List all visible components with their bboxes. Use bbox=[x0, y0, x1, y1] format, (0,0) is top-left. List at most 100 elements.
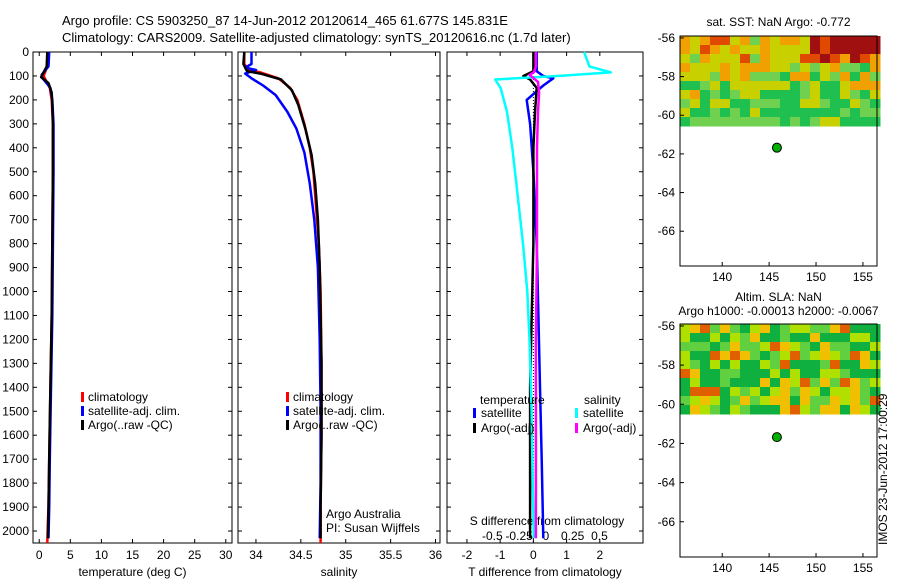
map-cell bbox=[750, 378, 761, 388]
map-cell bbox=[700, 108, 711, 118]
map-cell bbox=[820, 54, 831, 64]
map-cell bbox=[840, 36, 851, 46]
x-tick-label: 0 bbox=[36, 548, 43, 562]
map-title: Altim. SLA: NaN bbox=[735, 290, 822, 304]
map-cell bbox=[830, 378, 841, 388]
map-cell bbox=[740, 369, 751, 379]
map-cell bbox=[790, 90, 801, 100]
map-cell bbox=[820, 108, 831, 118]
map-cell bbox=[870, 63, 881, 73]
map-frame bbox=[679, 323, 878, 558]
map-cell bbox=[740, 63, 751, 73]
map-cell bbox=[690, 72, 701, 82]
map-cell bbox=[750, 351, 761, 361]
x-tick-label: -2 bbox=[462, 548, 473, 562]
map-cell bbox=[800, 99, 811, 109]
map-cell bbox=[740, 117, 751, 127]
map-cell bbox=[730, 36, 741, 46]
map-cell bbox=[810, 405, 821, 415]
map-cell bbox=[720, 387, 731, 397]
map-cell bbox=[680, 54, 691, 64]
map-cell bbox=[740, 405, 751, 415]
map-cell bbox=[710, 333, 721, 343]
y-tick-label: 1100 bbox=[3, 308, 29, 322]
map-cell bbox=[820, 72, 831, 82]
y-tick-label: -56 bbox=[658, 31, 676, 45]
map-cell bbox=[760, 396, 771, 406]
map-cell bbox=[800, 378, 811, 388]
map-cell bbox=[850, 81, 861, 91]
map-cell bbox=[860, 81, 871, 91]
map-cell bbox=[850, 351, 861, 361]
map-cell bbox=[830, 387, 841, 397]
map-cell bbox=[760, 387, 771, 397]
credit-pi: PI: Susan Wijffels bbox=[326, 521, 420, 535]
top-tick-label: 0.25 bbox=[561, 529, 585, 543]
y-tick-label: 200 bbox=[9, 93, 29, 107]
map-cell bbox=[850, 99, 861, 109]
x-axis-label: salinity bbox=[321, 565, 358, 579]
map-cell bbox=[840, 63, 851, 73]
map-cell bbox=[860, 351, 871, 361]
map-cell bbox=[680, 117, 691, 127]
map-cell bbox=[700, 36, 711, 46]
map-cell bbox=[730, 63, 741, 73]
map-cell bbox=[740, 396, 751, 406]
map-cell bbox=[750, 99, 761, 109]
map-cell bbox=[700, 360, 711, 370]
map-cell bbox=[730, 72, 741, 82]
map-cell bbox=[820, 369, 831, 379]
map-cell bbox=[840, 90, 851, 100]
map-cell bbox=[860, 54, 871, 64]
map-cell bbox=[720, 117, 731, 127]
map-cell bbox=[740, 54, 751, 64]
map-cell bbox=[800, 324, 811, 334]
map-cell bbox=[790, 72, 801, 82]
map-cell bbox=[870, 36, 881, 46]
y-tick-label: 600 bbox=[9, 189, 29, 203]
map-cell bbox=[730, 90, 741, 100]
x-tick-label: 155 bbox=[853, 561, 873, 575]
map-cell bbox=[720, 36, 731, 46]
map-cell bbox=[740, 99, 751, 109]
map-cell bbox=[780, 81, 791, 91]
map-cell bbox=[860, 324, 871, 334]
map-cell bbox=[730, 108, 741, 118]
map-cell bbox=[770, 351, 781, 361]
map-cell bbox=[710, 351, 721, 361]
map-cell bbox=[750, 45, 761, 55]
map-cell bbox=[680, 324, 691, 334]
map-cell bbox=[780, 342, 791, 352]
map-cell bbox=[830, 108, 841, 118]
map-cell bbox=[790, 396, 801, 406]
map-cell bbox=[770, 63, 781, 73]
map-cell bbox=[690, 405, 701, 415]
map-cell bbox=[850, 45, 861, 55]
map-cell bbox=[690, 108, 701, 118]
map-cell bbox=[850, 387, 861, 397]
map-cell bbox=[850, 405, 861, 415]
map-cell bbox=[680, 108, 691, 118]
map-cell bbox=[790, 360, 801, 370]
map-cell bbox=[870, 396, 881, 406]
map-cell bbox=[710, 396, 721, 406]
map-cell bbox=[850, 333, 861, 343]
map-cell bbox=[690, 369, 701, 379]
map-cell bbox=[820, 333, 831, 343]
x-tick-label: 0 bbox=[530, 548, 537, 562]
map-cell bbox=[800, 387, 811, 397]
top-tick-label: 0.5 bbox=[591, 529, 608, 543]
map-cell bbox=[740, 81, 751, 91]
sst_map-panel: 140 145 150 155 -56 -58 -60 -62 -64 -66 sat. SST: … bbox=[658, 15, 881, 284]
map-cell bbox=[840, 405, 851, 415]
map-cell bbox=[780, 369, 791, 379]
map-cell bbox=[680, 72, 691, 82]
map-cell bbox=[770, 108, 781, 118]
map-cell bbox=[700, 369, 711, 379]
map-cell bbox=[780, 351, 791, 361]
map-cell bbox=[790, 45, 801, 55]
map-cell bbox=[760, 108, 771, 118]
map-cell bbox=[720, 351, 731, 361]
map-cell bbox=[870, 117, 881, 127]
map-cell bbox=[690, 45, 701, 55]
